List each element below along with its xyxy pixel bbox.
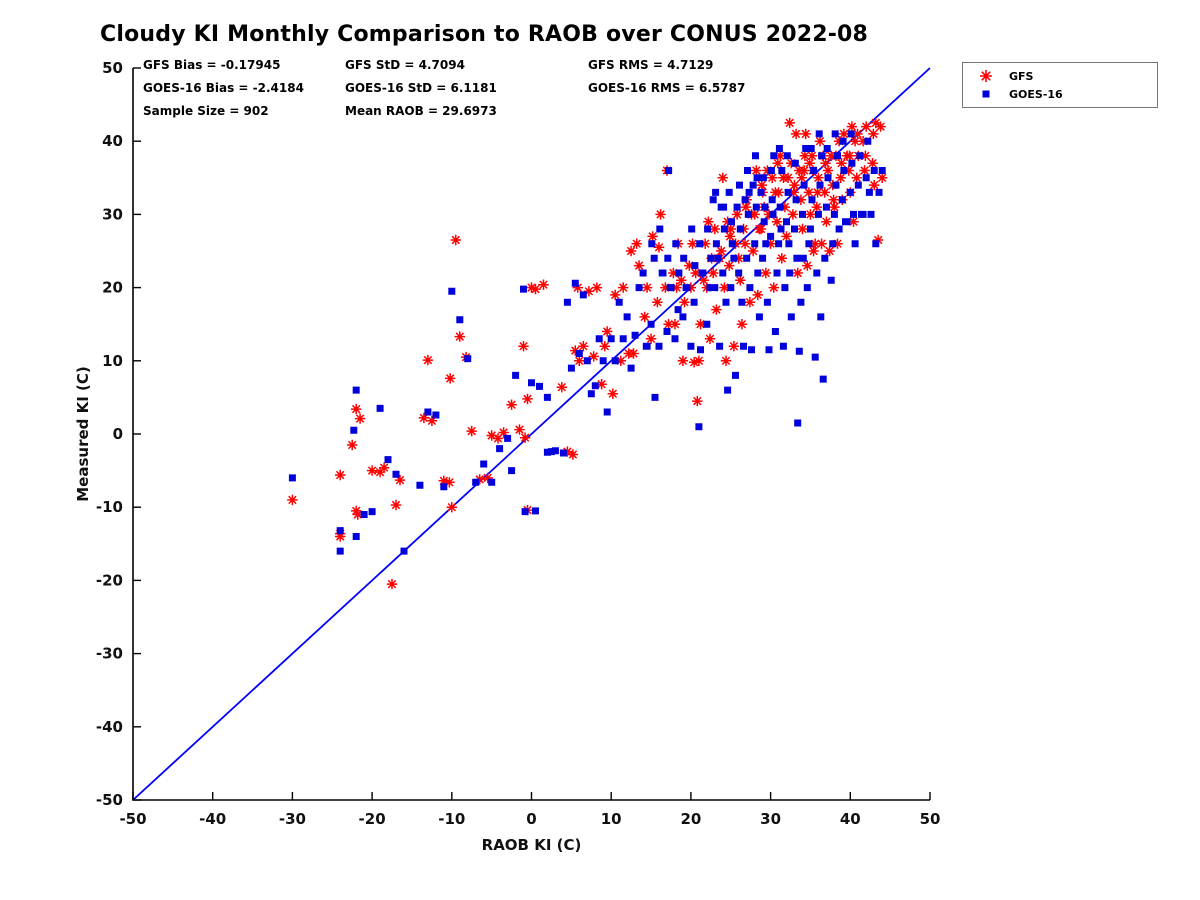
svg-text:-20: -20 (359, 810, 386, 828)
svg-text:10: 10 (601, 810, 622, 828)
stat-goes-bias: GOES-16 Bias = -2.4184 (143, 81, 304, 95)
stat-goes-rms: GOES-16 RMS = 6.5787 (588, 81, 746, 95)
svg-text:20: 20 (102, 279, 123, 297)
svg-text:-30: -30 (96, 645, 123, 663)
svg-text:-10: -10 (438, 810, 465, 828)
stat-gfs-rms: GFS RMS = 4.7129 (588, 58, 714, 72)
svg-text:50: 50 (920, 810, 941, 828)
svg-text:50: 50 (102, 59, 123, 77)
legend-item-gfs: GFS (963, 67, 1157, 85)
one-to-one-line (132, 67, 931, 801)
stat-goes-std: GOES-16 StD = 6.1181 (345, 81, 497, 95)
x-axis-label: RAOB KI (C) (482, 836, 582, 854)
svg-text:30: 30 (760, 810, 781, 828)
svg-text:-50: -50 (119, 810, 146, 828)
legend-label-goes16: GOES-16 (1009, 87, 1063, 101)
y-axis-label: Measured KI (C) (74, 366, 92, 502)
legend-label-gfs: GFS (1009, 69, 1034, 83)
svg-text:0: 0 (526, 810, 536, 828)
svg-text:40: 40 (840, 810, 861, 828)
svg-text:10: 10 (102, 352, 123, 370)
stat-gfs-bias: GFS Bias = -0.17945 (143, 58, 281, 72)
svg-text:20: 20 (680, 810, 701, 828)
svg-text:0: 0 (113, 425, 123, 443)
goes16-marker-icon (963, 86, 1009, 102)
svg-text:40: 40 (102, 132, 123, 150)
legend-item-goes16: GOES-16 (963, 85, 1157, 103)
legend-box: GFS GOES-16 (962, 62, 1158, 108)
svg-text:-30: -30 (279, 810, 306, 828)
svg-text:-10: -10 (96, 498, 123, 516)
stat-mean-raob: Mean RAOB = 29.6973 (345, 104, 497, 118)
svg-text:-40: -40 (199, 810, 226, 828)
gfs-marker-icon (963, 68, 1009, 84)
stat-sample-size: Sample Size = 902 (143, 104, 269, 118)
svg-text:-40: -40 (96, 718, 123, 736)
chart-title: Cloudy KI Monthly Comparison to RAOB ove… (100, 22, 869, 47)
stat-gfs-std: GFS StD = 4.7094 (345, 58, 465, 72)
svg-text:-20: -20 (96, 571, 123, 589)
axes: -50-50 -40 -40 -30 -30 -20 -20 -10 -10 0 0 10 10 20 20… (74, 59, 940, 854)
svg-text:30: 30 (102, 205, 123, 223)
svg-text:-50: -50 (96, 791, 123, 809)
